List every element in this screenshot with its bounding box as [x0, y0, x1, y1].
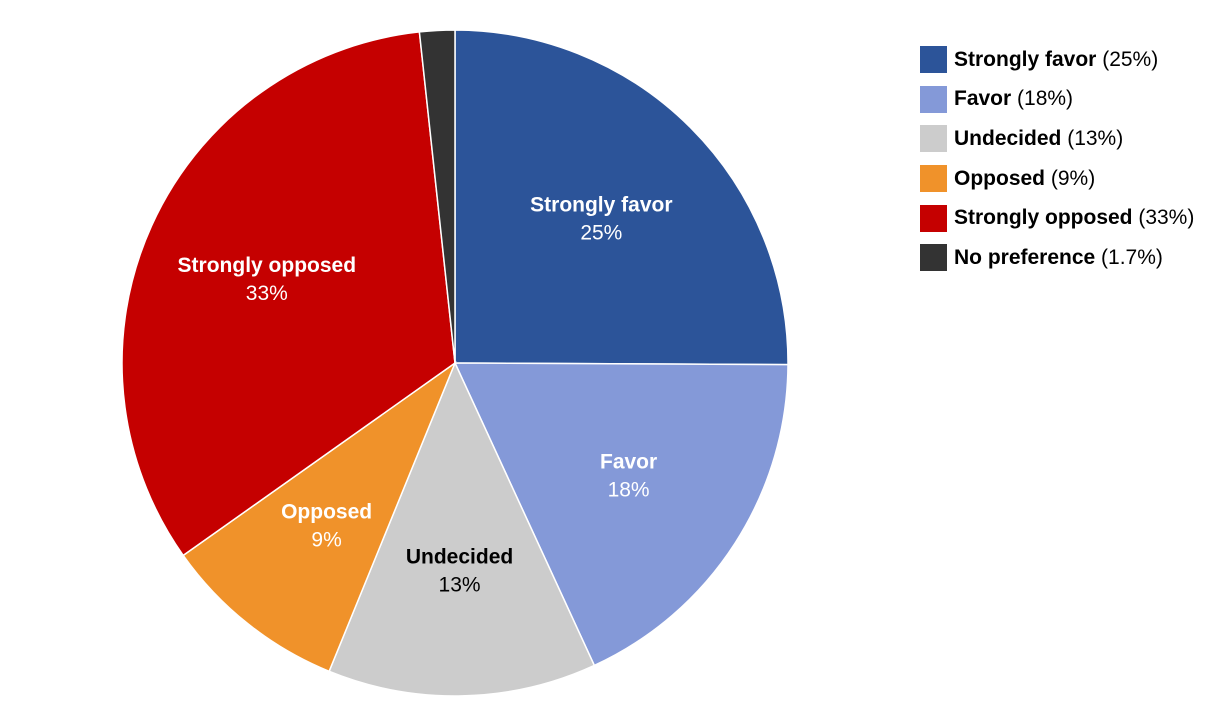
legend-text: Favor (18%): [954, 87, 1074, 111]
legend-text: Strongly favor (25%): [954, 47, 1159, 71]
legend-item-strongly-opposed: Strongly opposed (33%): [920, 198, 1215, 238]
pie-slice-strongly-favor: [454, 29, 789, 366]
slice-value-favor: 18%: [608, 479, 650, 502]
pie-slice-undecided: [328, 361, 596, 697]
legend-value: 1.7%: [1108, 245, 1156, 269]
legend-swatch-icon: [920, 46, 947, 74]
legend-item-strongly-favor: Strongly favor (25%): [920, 40, 1215, 80]
slice-label-strongly-opposed: Strongly opposed: [178, 254, 357, 277]
legend-label: Undecided: [954, 126, 1062, 150]
pie-slice-opposed: [182, 360, 457, 673]
legend-value: 13%: [1074, 126, 1117, 150]
pie-slice-strongly-opposed: [121, 31, 456, 557]
slice-value-strongly-opposed: 33%: [246, 282, 288, 305]
slice-value-strongly-favor: 25%: [580, 221, 622, 244]
legend-swatch-icon: [920, 204, 947, 232]
legend-value: 9%: [1057, 166, 1089, 190]
legend-text: Undecided (13%): [954, 126, 1124, 150]
legend-item-opposed: Opposed (9%): [920, 159, 1215, 199]
legend-value: 18%: [1024, 87, 1067, 111]
legend-label: No preference: [954, 245, 1096, 269]
legend-text: Strongly opposed (33%): [954, 206, 1195, 230]
legend-value: 33%: [1145, 206, 1188, 230]
legend-label: Favor: [954, 87, 1012, 111]
slice-label-opposed: Opposed: [281, 501, 372, 524]
legend-text: Opposed (9%): [954, 166, 1096, 190]
legend-item-no-preference: No preference (1.7%): [920, 238, 1215, 278]
legend-swatch-icon: [920, 244, 947, 272]
slice-label-undecided: Undecided: [406, 545, 513, 568]
slice-value-opposed: 9%: [311, 529, 341, 552]
legend-label: Strongly opposed: [954, 206, 1133, 230]
legend-swatch-icon: [920, 165, 947, 193]
legend-swatch-icon: [920, 125, 947, 153]
legend-value: 25%: [1109, 47, 1152, 71]
legend-label: Opposed: [954, 166, 1046, 190]
pie-slice-favor: [453, 362, 789, 667]
legend-item-favor: Favor (18%): [920, 80, 1215, 120]
legend-label: Strongly favor: [954, 47, 1097, 71]
slice-label-strongly-favor: Strongly favor: [530, 193, 672, 216]
slice-label-favor: Favor: [600, 451, 657, 474]
legend-swatch-icon: [920, 85, 947, 113]
legend-text: No preference (1.7%): [954, 245, 1163, 269]
slice-value-undecided: 13%: [439, 573, 481, 596]
chart-legend: Strongly favor (25%) Favor (18%) Undecided…: [920, 40, 1215, 278]
legend-item-undecided: Undecided (13%): [920, 119, 1215, 159]
pie-slice-no-preference: [418, 29, 456, 364]
